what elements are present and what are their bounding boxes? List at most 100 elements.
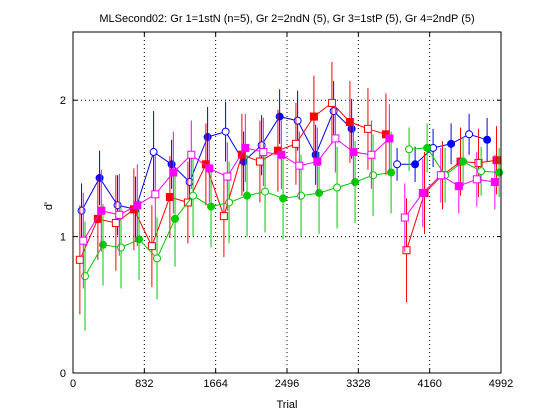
data-point	[418, 188, 427, 197]
data-point	[367, 150, 376, 159]
data-point	[459, 157, 468, 166]
series-layer	[75, 62, 504, 331]
data-point	[277, 150, 286, 159]
data-point	[221, 127, 230, 136]
data-point	[295, 161, 304, 170]
data-point	[255, 157, 264, 166]
x-tick-label: 4992	[489, 378, 513, 390]
data-point	[483, 135, 492, 144]
data-point	[351, 178, 360, 187]
data-point	[207, 202, 216, 211]
data-point	[393, 160, 402, 169]
data-point	[333, 183, 342, 192]
data-point	[465, 130, 474, 139]
series-group-1	[77, 81, 492, 243]
data-point	[115, 210, 124, 219]
data-point	[349, 148, 358, 157]
data-point	[165, 193, 174, 202]
data-point	[167, 160, 176, 169]
data-point	[75, 255, 84, 264]
data-point	[95, 173, 104, 182]
data-point	[117, 243, 126, 252]
y-tick-label: 1	[60, 232, 66, 244]
data-point	[223, 172, 232, 181]
data-point	[293, 116, 302, 125]
x-tick-label: 0	[70, 378, 76, 390]
data-point	[133, 201, 142, 210]
y-tick-label: 2	[60, 95, 66, 107]
data-point	[261, 187, 270, 196]
data-point	[327, 98, 336, 107]
series-group-2	[75, 62, 501, 315]
data-point	[405, 145, 414, 154]
series-group-3	[81, 123, 504, 331]
data-point	[81, 272, 90, 281]
grid	[73, 32, 501, 373]
data-point	[111, 218, 120, 227]
data-point	[490, 178, 499, 187]
data-point	[187, 150, 196, 159]
data-point	[495, 168, 504, 177]
data-point	[241, 143, 250, 152]
data-point	[423, 143, 432, 152]
series-line	[82, 137, 390, 241]
data-point	[149, 148, 158, 157]
data-point	[77, 206, 86, 215]
x-tick-label: 2496	[275, 378, 299, 390]
data-point	[477, 167, 486, 176]
data-point	[291, 139, 300, 148]
series-line	[81, 110, 352, 211]
series-line	[84, 172, 392, 277]
data-point	[279, 194, 288, 203]
data-point	[151, 190, 160, 199]
data-point	[369, 171, 378, 180]
x-tick-label: 3328	[346, 378, 370, 390]
data-point	[331, 134, 340, 143]
data-point	[97, 206, 106, 215]
data-point	[205, 164, 214, 173]
data-point	[243, 191, 252, 200]
data-point	[447, 139, 456, 148]
data-point	[315, 188, 324, 197]
data-point	[79, 236, 88, 245]
data-point	[189, 191, 198, 200]
data-point	[387, 168, 396, 177]
data-point	[400, 213, 409, 222]
data-point	[225, 198, 234, 207]
data-point	[275, 112, 284, 121]
data-point	[147, 242, 156, 251]
y-tick-label: 0	[60, 368, 66, 380]
data-point	[185, 178, 194, 187]
axes: 0 832 1664 2496 3328 4160 4992 0 1 2	[60, 31, 513, 390]
data-point	[203, 133, 212, 142]
data-point	[99, 240, 108, 249]
data-point	[169, 168, 178, 177]
data-point	[257, 141, 266, 150]
data-point	[474, 158, 483, 167]
x-tick-label: 832	[135, 378, 153, 390]
data-point	[454, 182, 463, 191]
data-point	[436, 171, 445, 180]
data-point	[153, 254, 162, 263]
series-group-4	[79, 104, 499, 289]
data-point	[402, 246, 411, 255]
data-point	[472, 175, 481, 184]
data-point	[113, 201, 122, 210]
data-point	[297, 191, 306, 200]
data-point	[219, 212, 228, 221]
data-point	[347, 124, 356, 133]
data-point	[411, 160, 420, 169]
x-tick-label: 4160	[417, 378, 441, 390]
data-point	[329, 107, 338, 116]
data-point	[309, 112, 318, 121]
data-point	[259, 148, 268, 157]
y-axis-title: d'	[43, 202, 55, 210]
data-point	[171, 214, 180, 223]
x-tick-label: 1664	[203, 378, 227, 390]
data-point	[492, 156, 501, 165]
data-point	[345, 118, 354, 127]
chart-title: MLSecond02: Gr 1=1stN (n=5), Gr 2=2ndN (…	[99, 13, 474, 25]
data-point	[239, 157, 248, 166]
x-axis-title: Trial	[277, 399, 298, 411]
